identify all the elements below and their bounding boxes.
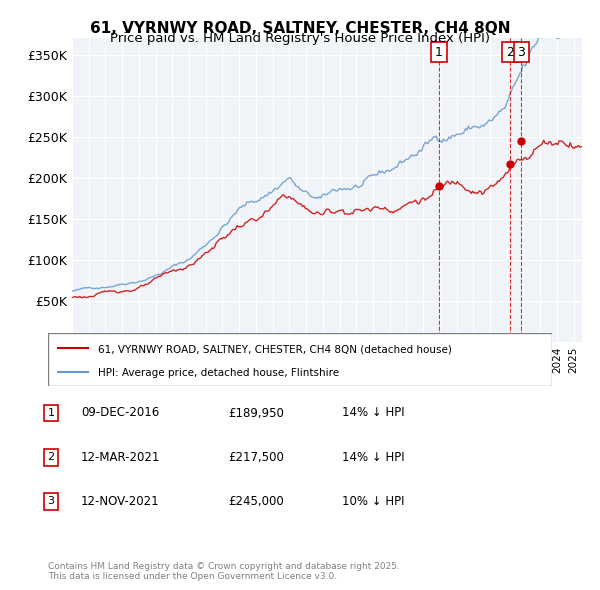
Text: Contains HM Land Registry data © Crown copyright and database right 2025.
This d: Contains HM Land Registry data © Crown c… [48, 562, 400, 581]
Text: 14% ↓ HPI: 14% ↓ HPI [342, 451, 404, 464]
Text: 3: 3 [517, 45, 525, 58]
Text: HPI: Average price, detached house, Flintshire: HPI: Average price, detached house, Flin… [98, 368, 340, 378]
Text: 3: 3 [47, 497, 55, 506]
Text: 1: 1 [47, 408, 55, 418]
FancyBboxPatch shape [48, 333, 552, 386]
Text: £189,950: £189,950 [228, 407, 284, 419]
Text: 2: 2 [47, 453, 55, 462]
Text: 10% ↓ HPI: 10% ↓ HPI [342, 495, 404, 508]
Text: £245,000: £245,000 [228, 495, 284, 508]
Text: 1: 1 [435, 45, 443, 58]
Text: £217,500: £217,500 [228, 451, 284, 464]
Text: 12-MAR-2021: 12-MAR-2021 [81, 451, 160, 464]
Text: 61, VYRNWY ROAD, SALTNEY, CHESTER, CH4 8QN (detached house): 61, VYRNWY ROAD, SALTNEY, CHESTER, CH4 8… [98, 345, 452, 354]
Text: 14% ↓ HPI: 14% ↓ HPI [342, 407, 404, 419]
Text: 61, VYRNWY ROAD, SALTNEY, CHESTER, CH4 8QN: 61, VYRNWY ROAD, SALTNEY, CHESTER, CH4 8… [90, 21, 510, 35]
Text: 12-NOV-2021: 12-NOV-2021 [81, 495, 160, 508]
Text: Price paid vs. HM Land Registry's House Price Index (HPI): Price paid vs. HM Land Registry's House … [110, 32, 490, 45]
Text: 2: 2 [506, 45, 514, 58]
Text: 09-DEC-2016: 09-DEC-2016 [81, 407, 159, 419]
